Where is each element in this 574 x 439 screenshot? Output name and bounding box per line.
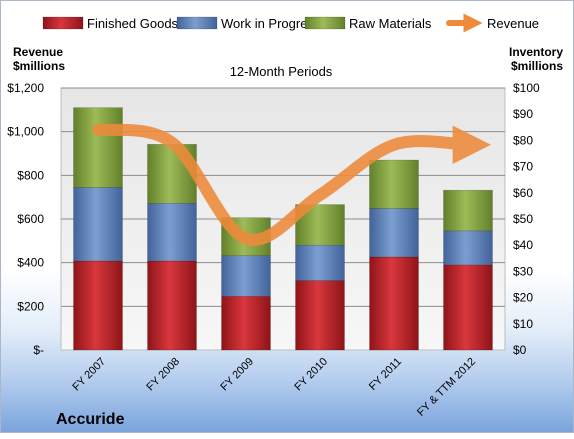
right-tick-label: $60 — [513, 186, 533, 200]
bar-work-in-progress — [369, 208, 419, 258]
legend-label-raw-materials: Raw Materials — [349, 16, 432, 31]
right-tick-label: $90 — [513, 107, 533, 121]
bar-finished-goods — [369, 256, 419, 351]
bar-work-in-progress — [221, 255, 271, 297]
left-axis-ticks: $- $200 $400 $600 $800 $1,000 $1,200 — [7, 81, 44, 357]
revenue-line — [92, 123, 492, 246]
right-tick-label: $70 — [513, 160, 533, 174]
left-tick-label: $200 — [17, 299, 44, 313]
right-tick-label: $80 — [513, 133, 533, 147]
legend-swatch-work-in-progress — [176, 16, 218, 30]
bar-finished-goods — [443, 264, 493, 351]
chart-title: 12-Month Periods — [230, 64, 333, 79]
bar-work-in-progress — [443, 230, 493, 266]
legend-swatch-raw-materials — [304, 16, 346, 30]
bar-work-in-progress — [295, 244, 345, 281]
right-tick-label: $50 — [513, 212, 533, 226]
x-tick-label: FY 2009 — [218, 356, 256, 394]
right-axis-ticks: $0 $10 $20 $30 $40 $50 $60 $70 $80 $90 $100 — [513, 81, 540, 357]
x-tick-label: FY 2007 — [70, 356, 108, 394]
bar-finished-goods — [147, 260, 197, 351]
bar-raw-materials — [73, 107, 123, 188]
right-tick-label: $20 — [513, 291, 533, 305]
legend: Finished Goods Work in Progress Raw Materi… — [42, 13, 539, 33]
x-axis-ticks: FY 2007 FY 2008 FY 2009 FY 2010 FY 2011 FY & … — [70, 356, 478, 419]
bar-finished-goods — [295, 280, 345, 351]
x-tick-label: FY 2010 — [292, 356, 330, 394]
right-tick-label: $0 — [513, 343, 527, 357]
axis-label-line: $millions — [511, 59, 563, 73]
right-tick-label: $10 — [513, 317, 533, 331]
legend-swatch-finished-goods — [42, 16, 84, 30]
right-tick-label: $40 — [513, 238, 533, 252]
right-tick-label: $30 — [513, 264, 533, 278]
revenue-line-group — [92, 123, 492, 246]
left-tick-label: $400 — [17, 256, 44, 270]
legend-label-work-in-progress: Work in Progress — [221, 16, 321, 31]
bar-raw-materials — [443, 189, 493, 232]
left-tick-label: $- — [33, 343, 44, 357]
axis-label-line: $millions — [13, 59, 65, 73]
company-name: Accuride — [56, 411, 125, 428]
axis-label-line: Inventory — [509, 45, 563, 59]
right-axis-label: Inventory $millions — [509, 45, 563, 73]
bar-group — [73, 107, 493, 351]
legend-label-revenue: Revenue — [487, 16, 539, 31]
x-tick-label: FY & TTM 2012 — [415, 356, 478, 419]
bar-finished-goods — [73, 260, 123, 351]
left-tick-label: $800 — [17, 168, 44, 182]
right-tick-label: $100 — [513, 81, 540, 95]
left-tick-label: $600 — [17, 212, 44, 226]
bar-work-in-progress — [73, 187, 123, 262]
x-tick-label: FY 2011 — [367, 356, 404, 393]
bar-work-in-progress — [147, 202, 197, 262]
bar-finished-goods — [221, 295, 271, 351]
axis-label-line: Revenue — [13, 45, 63, 59]
left-tick-label: $1,000 — [7, 125, 44, 139]
left-tick-label: $1,200 — [7, 81, 44, 95]
legend-label-finished-goods: Finished Goods — [87, 16, 179, 31]
x-tick-label: FY 2008 — [144, 356, 182, 394]
bar-raw-materials — [369, 159, 419, 209]
left-axis-label: Revenue $millions — [13, 45, 65, 73]
